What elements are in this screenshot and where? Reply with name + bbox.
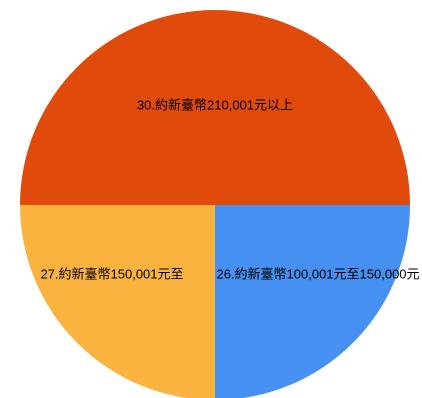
pie-slice-3[interactable] [20,205,215,398]
pie-slice-2[interactable] [215,205,410,398]
pie-labels: 30.約新臺幣210,001元以上 26.約新臺幣100,001元至150,000… [40,97,419,281]
pie-slice-label-2: 26.約新臺幣100,001元至150,000元 [216,266,419,281]
pie-slice-1[interactable] [20,10,410,205]
pie-slice-label-3: 27.約新臺幣150,001元至 [40,266,183,281]
pie-slice-label-1: 30.約新臺幣210,001元以上 [137,97,293,112]
pie-slices [20,10,410,398]
